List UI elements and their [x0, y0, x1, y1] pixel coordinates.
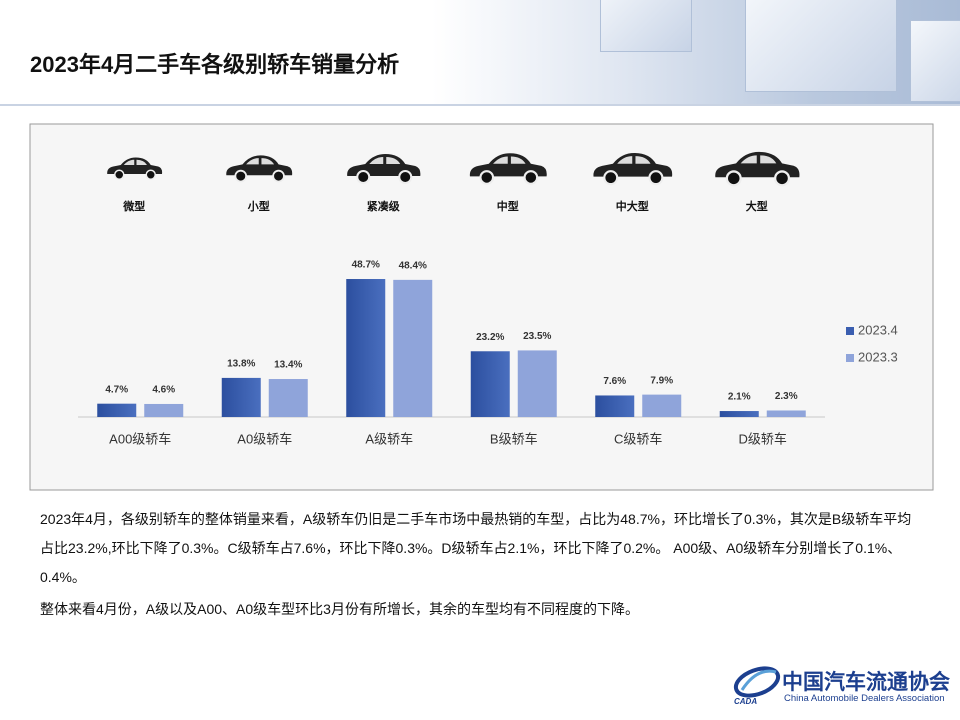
logo-name-en: China Automobile Dealers Association: [784, 693, 945, 704]
logo-name-cn: 中国汽车流通协会: [782, 669, 950, 694]
logo: 中国汽车流通协会 China Automobile Dealers Associ…: [730, 660, 955, 710]
bar: [393, 279, 433, 417]
x-tick-label: A级轿车: [365, 431, 413, 446]
bar: [97, 403, 137, 417]
x-tick-label: A0级轿车: [237, 431, 292, 446]
bar: [595, 395, 635, 417]
bar: [517, 350, 557, 417]
bar: [642, 394, 682, 417]
value-label: 4.7%: [105, 384, 128, 395]
segment-label: 中大型: [616, 199, 649, 213]
value-label: 13.4%: [274, 360, 302, 371]
header-rule: [0, 104, 960, 106]
value-label: 48.7%: [352, 260, 380, 271]
legend-swatch: [846, 354, 854, 362]
x-tick-label: C级轿车: [614, 431, 662, 446]
segment-label: 微型: [122, 199, 145, 213]
legend-label: 2023.4: [858, 322, 898, 337]
logo-abbr: CADA: [734, 697, 758, 706]
decor-cube: [745, 0, 897, 92]
slide-title: 2023年4月二手车各级别轿车销量分析: [30, 52, 400, 77]
body-text: 2023年4月，各级别轿车的整体销量来看，A级轿车仍旧是二手车市场中最热销的车型…: [40, 505, 920, 627]
x-tick-label: D级轿车: [739, 431, 787, 446]
legend-label: 2023.3: [858, 349, 898, 364]
value-label: 2.3%: [775, 391, 798, 402]
value-label: 13.8%: [227, 359, 255, 370]
value-label: 23.5%: [523, 331, 551, 342]
paragraph: 整体来看4月份，A级以及A00、A0级车型环比3月份有所增长，其余的车型均有不同…: [40, 601, 639, 617]
chart: A00级轿车 微型 4.7% 4.6% A0级轿车 小型 13.8% 13.4% A级轿车 紧凑级…: [29, 123, 934, 491]
legend-swatch: [846, 327, 854, 335]
value-label: 7.9%: [650, 375, 673, 386]
bar: [144, 403, 184, 417]
bar: [719, 411, 759, 417]
value-label: 2.1%: [728, 392, 751, 403]
x-tick-label: B级轿车: [490, 431, 538, 446]
segment-label: 中型: [497, 199, 519, 213]
bar: [268, 379, 308, 417]
logo-mark: [733, 666, 781, 698]
x-tick-label: A00级轿车: [109, 431, 171, 446]
segment-label: 大型: [746, 199, 768, 213]
paragraph: 2023年4月，各级别轿车的整体销量来看，A级轿车仍旧是二手车市场中最热销的车型…: [40, 511, 912, 585]
value-label: 23.2%: [476, 332, 504, 343]
value-label: 48.4%: [399, 261, 427, 272]
bar: [346, 279, 386, 417]
bar: [221, 377, 261, 417]
segment-label: 小型: [247, 199, 270, 213]
value-label: 4.6%: [152, 385, 175, 396]
bar: [470, 351, 510, 417]
decor-cube: [600, 0, 692, 52]
decor-cube: [910, 20, 960, 102]
bar: [766, 410, 806, 417]
value-label: 7.6%: [603, 376, 626, 387]
header: 2023年4月二手车各级别轿车销量分析: [0, 0, 960, 104]
segment-label: 紧凑级: [367, 199, 401, 213]
